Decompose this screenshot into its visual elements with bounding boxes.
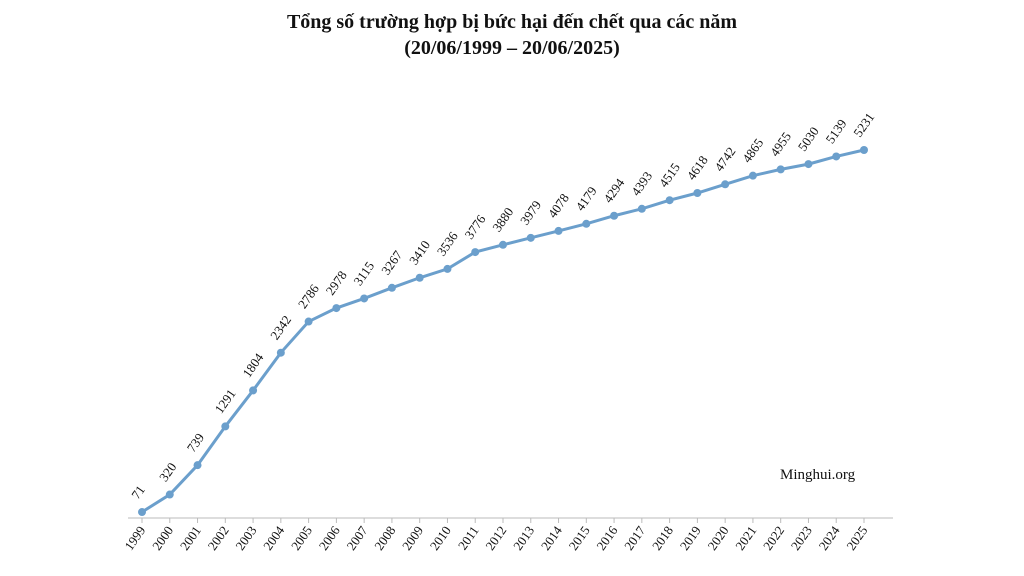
x-tick-label: 2005 (288, 523, 315, 553)
x-tick-label: 2000 (149, 523, 176, 553)
point (499, 240, 507, 249)
x-tick-label: 2016 (593, 523, 620, 553)
value-label: 3267 (378, 247, 405, 277)
point (415, 273, 424, 282)
value-label: 2786 (295, 281, 322, 311)
x-tick-label: 2013 (510, 523, 537, 553)
point (804, 160, 813, 169)
point (138, 508, 146, 517)
x-tick-label: 2007 (343, 523, 370, 553)
point (776, 165, 785, 174)
value-label: 3410 (406, 238, 433, 268)
x-tick-label: 2017 (621, 523, 648, 553)
x-tick-label: 2021 (732, 523, 759, 553)
point (165, 490, 174, 499)
value-label: 3115 (350, 259, 377, 289)
point (332, 304, 341, 313)
value-label: 5030 (795, 124, 822, 154)
value-label: 4294 (600, 175, 627, 205)
x-tick-label: 2006 (316, 523, 343, 553)
value-label: 5231 (850, 110, 877, 140)
value-label: 4865 (739, 135, 766, 165)
value-label: 3536 (434, 228, 461, 258)
x-tick-label: 2012 (482, 523, 509, 553)
x-tick-label: 2011 (455, 523, 482, 553)
value-label: 3880 (489, 205, 516, 235)
point (360, 294, 369, 303)
x-tick-label: 2018 (649, 523, 676, 553)
x-tick-label: 2015 (566, 523, 593, 553)
line (141, 148, 865, 514)
point (748, 171, 757, 180)
point (193, 461, 202, 470)
x-tick-label: 2004 (260, 523, 287, 553)
point (554, 226, 563, 235)
value-label: 3776 (461, 211, 488, 241)
value-label: 4515 (656, 160, 683, 190)
chart-title: Tổng số trường hợp bị bức hại đến chết q… (287, 11, 737, 33)
point (221, 422, 230, 431)
point (387, 283, 396, 292)
source: Minghui.org (780, 467, 856, 483)
value-label: 71 (128, 482, 148, 501)
value-label: 739 (184, 430, 207, 455)
point (249, 386, 258, 395)
x-tick-label: 2024 (815, 523, 842, 553)
point (637, 204, 646, 213)
value-label: 4393 (628, 169, 655, 199)
x-tick-label: 2023 (788, 523, 815, 553)
value-label: 2978 (323, 268, 350, 298)
value-label: 4179 (572, 184, 599, 214)
x-tick-label: 2002 (205, 523, 232, 553)
value-label: 2342 (267, 313, 294, 343)
point (860, 146, 868, 154)
point (693, 189, 702, 198)
value-label: 320 (156, 460, 179, 485)
value-label: 5139 (822, 116, 849, 146)
point (665, 196, 674, 205)
value-label: 1291 (211, 386, 238, 416)
point (304, 317, 313, 326)
x-tick-label: 2019 (677, 523, 704, 553)
x-tick-label: 1999 (121, 523, 148, 553)
point (526, 233, 535, 242)
point (610, 211, 619, 220)
chart-subtitle: (20/06/1999 – 20/06/2025) (404, 37, 620, 59)
x-tick-label: 2022 (760, 523, 787, 553)
value-label: 4618 (684, 153, 711, 183)
value-label: 4742 (711, 144, 738, 174)
point (276, 348, 285, 357)
point (443, 264, 452, 273)
x-tick-label: 2001 (177, 523, 204, 553)
x-tick-label: 2003 (232, 523, 259, 553)
value-label: 4078 (545, 191, 572, 221)
point (721, 180, 730, 189)
x-tick-label: 2010 (427, 523, 454, 553)
point (471, 248, 480, 257)
x-tick-label: 2020 (704, 523, 731, 553)
x-tick-label: 2009 (399, 523, 426, 553)
x-tick-label: 2014 (538, 523, 565, 553)
value-label: 3979 (517, 198, 544, 228)
value-label: 4955 (767, 129, 794, 159)
point (582, 219, 591, 228)
x-tick-label: 2025 (843, 523, 870, 553)
point (832, 152, 841, 161)
x-tick-label: 2008 (371, 523, 398, 553)
